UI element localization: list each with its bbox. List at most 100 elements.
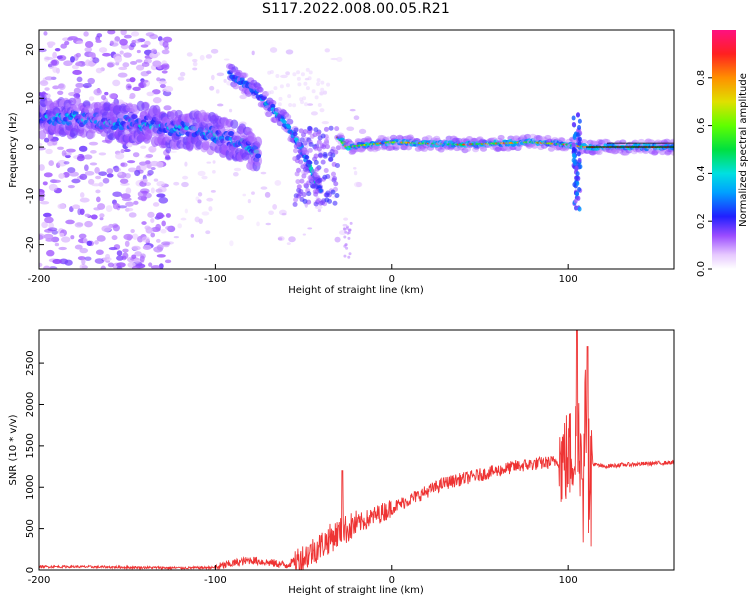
spectrogram-cell — [317, 152, 323, 158]
colorbar-tick-label: 0.2 — [696, 213, 707, 229]
spectrogram-cell — [348, 252, 352, 256]
spectrogram-cell — [122, 248, 129, 253]
spectrogram-cell — [133, 258, 142, 263]
spectrogram-cell — [165, 225, 173, 230]
spectrogram-cell — [287, 94, 292, 99]
spectrogram-cell — [322, 152, 328, 158]
spectrogram-cell — [292, 131, 298, 137]
spectrogram-cell — [79, 192, 85, 198]
spectrogram-cell — [313, 201, 319, 207]
spectrogram-cell — [480, 146, 487, 152]
spectrogram-cell — [156, 193, 166, 198]
spectrogram-cell — [135, 64, 145, 71]
spectrogram-cell — [281, 212, 287, 216]
x-tick-label: 0 — [389, 575, 395, 586]
spectrogram-cell — [192, 67, 198, 71]
snr-panel: -200 -100 0 100 0 500 1000 1500 2000 2500 Height… — [8, 329, 675, 596]
snr-frame — [38, 329, 675, 571]
spectrogram-cell — [307, 129, 313, 135]
spectrogram-cell — [573, 198, 578, 204]
spectrogram-cell — [355, 181, 363, 188]
spectrogram-cell — [197, 170, 206, 176]
spectrogram-cell — [278, 96, 283, 101]
spectrogram-cell — [265, 222, 272, 226]
spectrogram-cell — [39, 200, 50, 205]
spectrogram-cell — [197, 199, 202, 204]
spectrogram-cell — [54, 47, 61, 52]
spectrogram-cell — [199, 54, 205, 61]
x-tick-label: 0 — [389, 274, 395, 285]
colorbar: 0.0 0.2 0.4 0.6 0.8 Normalized spectral ampl… — [696, 30, 749, 277]
spectrogram-cell — [125, 187, 132, 195]
spectrogram-cell — [292, 156, 298, 162]
spectrogram-cell — [185, 140, 194, 152]
spectrogram-cell — [288, 236, 296, 243]
y-tick-label: 0 — [25, 567, 36, 573]
spectrogram-cell — [145, 153, 154, 158]
spectrogram-cell — [132, 152, 140, 158]
spectrogram-cell — [184, 126, 190, 131]
spectrogram-cell — [148, 262, 153, 267]
spectrogram-cell — [39, 234, 44, 240]
spectrogram-cell — [322, 174, 328, 180]
spectrogram-cell — [57, 146, 64, 150]
spectrogram-cell — [574, 165, 579, 171]
spectrogram-cell — [308, 177, 314, 183]
spectrogram-cell — [269, 70, 274, 75]
spectrogram-cell — [305, 86, 310, 91]
spectrogram-cell — [118, 66, 128, 71]
spectrogram-cell — [98, 47, 108, 53]
spectrogram-cell — [293, 148, 299, 154]
spectrogram-cell — [595, 149, 603, 156]
spectrogram-cell — [211, 74, 215, 81]
spectrogram-cell — [124, 172, 131, 179]
spectrogram-cell — [580, 139, 588, 145]
spectrogram-cell — [121, 197, 132, 202]
spectrogram-cell — [117, 205, 128, 209]
spectrogram-cell — [333, 181, 339, 187]
spectrogram-cell — [293, 197, 299, 203]
spectrogram-cell — [161, 70, 168, 74]
spectrogram-cell — [89, 162, 98, 166]
spectrogram-cell — [307, 103, 314, 106]
spectrogram-cell — [149, 33, 159, 40]
spectrogram-cell — [81, 258, 86, 266]
spectrogram-cell — [109, 40, 114, 46]
spectrogram-cell — [76, 40, 84, 45]
spectrogram-cell — [86, 240, 93, 246]
spectrogram-cell — [297, 148, 303, 154]
spectrogram-cell — [93, 88, 102, 96]
spectrogram-cell — [158, 197, 169, 204]
spectrogram-cell — [301, 192, 307, 198]
spectrogram-cell — [347, 236, 351, 240]
spectrogram-cell — [669, 138, 674, 144]
spectrogram-cell — [313, 172, 319, 178]
spectrogram-cell — [310, 111, 318, 116]
x-tick-label: -200 — [28, 575, 51, 586]
colorbar-tick-label: 0.6 — [696, 118, 707, 134]
y-tick-label: 20 — [25, 43, 36, 56]
colorbar-ticks: 0.0 0.2 0.4 0.6 0.8 — [696, 70, 712, 277]
spectrogram-cell — [619, 139, 627, 145]
spectrogram-cell — [107, 62, 114, 68]
spectrogram-cell — [348, 228, 352, 232]
spectrogram-cell — [99, 213, 105, 218]
spectrogram-cell — [114, 55, 123, 63]
spectrogram-cell — [186, 52, 193, 57]
spectrogram-cell — [321, 144, 327, 150]
spectrogram-cell — [497, 134, 505, 141]
spectrogram-cell — [77, 208, 82, 216]
spectrogram-cell — [48, 222, 55, 229]
spectrogram-cell — [577, 136, 582, 142]
spectrogram-cell — [59, 232, 65, 237]
spectrogram-cell — [260, 171, 267, 175]
spectrogram-cell — [320, 87, 325, 92]
spectrogram-cell — [52, 51, 58, 59]
spectrogram-cell — [302, 198, 308, 204]
spectrogram-cell — [577, 118, 582, 124]
spectrogram-cell — [79, 173, 88, 181]
spectrogram-cell — [576, 195, 581, 201]
spectrogram-cell — [155, 212, 164, 219]
spectrogram-cell — [425, 135, 433, 141]
spectrogram-cell — [42, 212, 52, 218]
